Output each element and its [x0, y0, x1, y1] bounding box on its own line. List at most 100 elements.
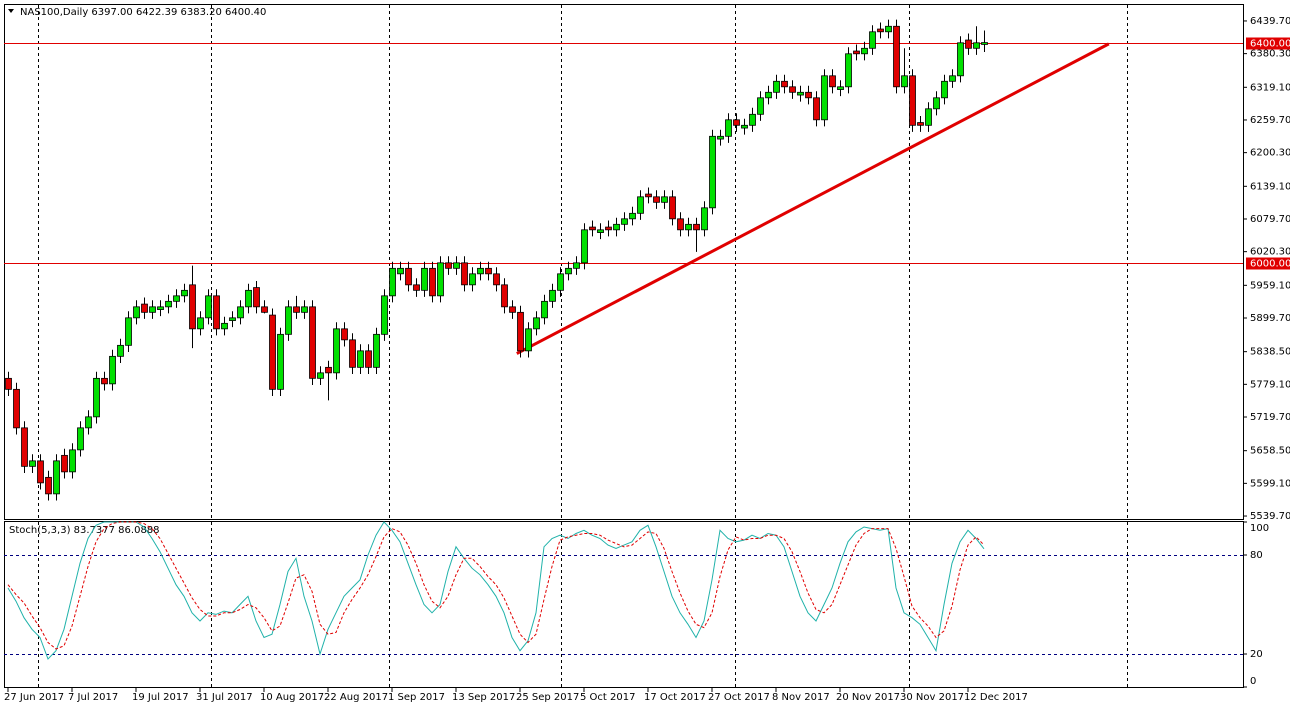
candle-body	[309, 306, 316, 379]
candle-body	[613, 223, 620, 231]
candle-body	[429, 267, 436, 297]
y-tick-label: 5899.70	[1250, 313, 1290, 324]
candle-body	[237, 306, 244, 319]
candle-body	[917, 122, 924, 126]
candle-body	[493, 273, 500, 286]
candle-body	[453, 262, 460, 269]
candle-body	[197, 317, 204, 330]
candle-body	[381, 295, 388, 335]
level-label-bg	[1246, 257, 1290, 270]
candle-body	[813, 97, 820, 121]
x-tick-label: 31 Jul 2017	[196, 692, 253, 703]
y-tick-label: 5838.50	[1250, 347, 1290, 358]
candle-body	[101, 377, 108, 385]
y-tick-label: 5599.10	[1250, 478, 1290, 489]
candle-body	[301, 306, 308, 313]
x-tick-label: 13 Sep 2017	[452, 692, 515, 703]
candle-body	[109, 355, 116, 385]
x-tick-label: 22 Aug 2017	[324, 692, 388, 703]
candle-body	[165, 300, 172, 308]
candle-body	[365, 350, 372, 368]
candle-body	[973, 42, 980, 49]
x-tick-label: 10 Aug 2017	[260, 692, 324, 703]
x-tick-label: 5 Oct 2017	[580, 692, 635, 703]
y-tick-label: 100	[1250, 523, 1269, 534]
candle-body	[77, 427, 84, 451]
candle-body	[757, 97, 764, 115]
candle-body	[565, 267, 572, 275]
candle-body	[909, 75, 916, 126]
candle-body	[733, 119, 740, 126]
candle-body	[581, 229, 588, 264]
candle-body	[517, 311, 524, 352]
candle-body	[853, 50, 860, 55]
candle-body	[981, 42, 988, 45]
candle-body	[221, 322, 228, 330]
candle-body	[277, 333, 284, 390]
candle-body	[317, 372, 324, 379]
x-tick-label: 17 Oct 2017	[644, 692, 706, 703]
y-tick-label: 6259.70	[1250, 115, 1290, 126]
y-tick-label: 6079.70	[1250, 214, 1290, 225]
x-tick-label: 8 Nov 2017	[772, 692, 830, 703]
candle-body	[789, 86, 796, 93]
candle-body	[341, 328, 348, 341]
candle-body	[965, 39, 972, 49]
candle-body	[29, 460, 36, 467]
candle-body	[941, 80, 948, 99]
candle-body	[357, 350, 364, 368]
candle-body	[525, 328, 532, 352]
candle-body	[445, 262, 452, 269]
candle-body	[885, 25, 892, 33]
candle-body	[829, 75, 836, 88]
menu-arrow[interactable]	[8, 9, 14, 13]
stoch-line	[7, 521, 985, 650]
candle-body	[533, 317, 540, 330]
candle-body	[213, 295, 220, 330]
candle-body	[957, 42, 964, 77]
candle-body	[45, 476, 52, 495]
candle-body	[117, 344, 124, 357]
candle-body	[413, 284, 420, 291]
y-tick-label: 0	[1250, 676, 1256, 687]
candle-body	[933, 97, 940, 110]
candle-body	[133, 306, 140, 319]
candle-body	[893, 25, 900, 88]
candle-body	[285, 306, 292, 335]
candle-body	[861, 47, 868, 55]
y-tick-label: 5539.70	[1250, 511, 1290, 522]
candle-body	[13, 388, 20, 429]
candle-body	[205, 295, 212, 319]
candle-body	[149, 306, 156, 313]
y-tick-label: 6139.10	[1250, 181, 1290, 192]
candle-body	[37, 460, 44, 484]
level-label: 6000.00	[1250, 259, 1290, 270]
y-tick-label: 6200.30	[1250, 148, 1290, 159]
candle-body	[597, 229, 604, 233]
candle-body	[573, 262, 580, 269]
candle-body	[189, 284, 196, 330]
candle-body	[477, 267, 484, 275]
candle-body	[509, 306, 516, 313]
stoch-panel-border	[4, 521, 1244, 688]
candle-body	[781, 80, 788, 88]
candle-body	[421, 267, 428, 291]
candle-body	[437, 262, 444, 297]
candle-body	[685, 223, 692, 231]
candle-body	[405, 267, 412, 286]
candle-body	[173, 295, 180, 302]
candle-body	[741, 124, 748, 129]
candle-body	[85, 416, 92, 429]
x-tick-label: 20 Nov 2017	[836, 692, 900, 703]
candle-body	[925, 108, 932, 126]
candle-body	[69, 449, 76, 473]
candle-body	[661, 196, 668, 203]
candle-body	[157, 306, 164, 310]
candle-body	[901, 75, 908, 88]
candle-body	[141, 303, 148, 313]
candle-body	[637, 196, 644, 214]
candle-body	[605, 226, 612, 231]
